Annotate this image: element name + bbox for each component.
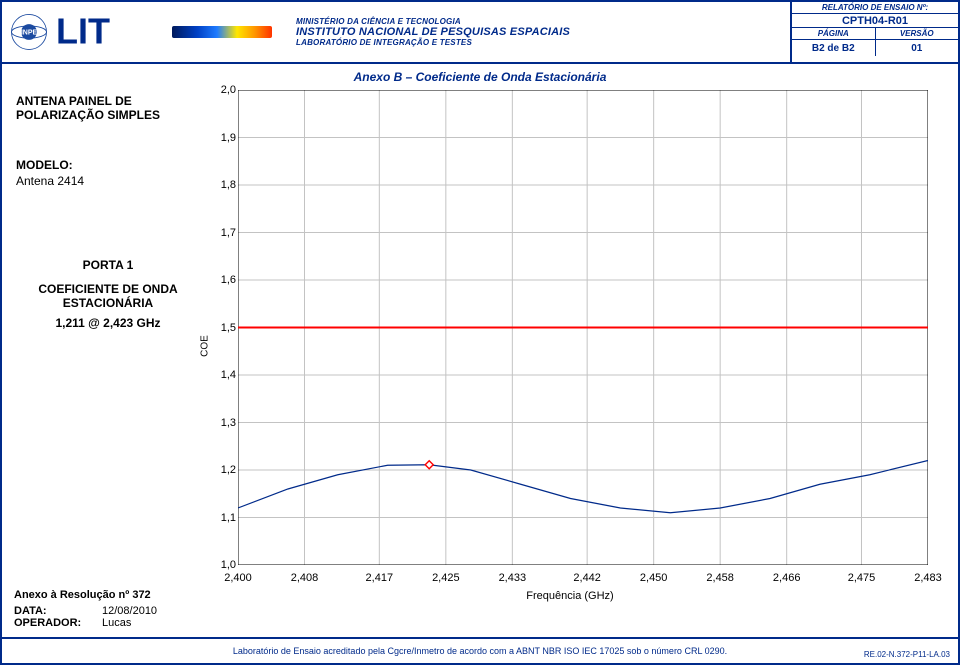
data-value: 12/08/2010 bbox=[102, 605, 157, 617]
xtick-label: 2,450 bbox=[640, 572, 668, 584]
coe-label2: ESTACIONÁRIA bbox=[16, 296, 200, 310]
lit-logo: LIT bbox=[56, 12, 164, 52]
report-number-label: RELATÓRIO DE ENSAIO Nº: bbox=[792, 2, 958, 14]
xtick-label: 2,442 bbox=[573, 572, 601, 584]
coe-value: 1,211 @ 2,423 GHz bbox=[16, 316, 200, 330]
header-left: INPE LIT MINISTÉRIO DA CIÊNCIA E TECNOLO… bbox=[2, 2, 790, 62]
lab-line: LABORATÓRIO DE INTEGRAÇÃO E TESTES bbox=[296, 38, 570, 47]
lit-text: LIT bbox=[56, 12, 110, 52]
xtick-label: 2,458 bbox=[706, 572, 734, 584]
left-info-column: ANTENA PAINEL DE POLARIZAÇÃO SIMPLES MOD… bbox=[10, 68, 200, 635]
antenna-line1: ANTENA PAINEL DE bbox=[16, 94, 200, 108]
ytick-label: 1,8 bbox=[208, 179, 236, 191]
ytick-label: 1,1 bbox=[208, 512, 236, 524]
ytick-label: 1,9 bbox=[208, 132, 236, 144]
header-report-box: RELATÓRIO DE ENSAIO Nº: CPTH04-R01 PÁGIN… bbox=[790, 2, 958, 62]
page-version-labels: PÁGINA VERSÃO bbox=[792, 28, 958, 40]
institute-line: INSTITUTO NACIONAL DE PESQUISAS ESPACIAI… bbox=[296, 26, 570, 38]
xtick-label: 2,400 bbox=[224, 572, 252, 584]
report-body: Anexo B – Coeficiente de Onda Estacionár… bbox=[2, 64, 958, 637]
page-label: PÁGINA bbox=[792, 28, 876, 39]
version-value: 01 bbox=[876, 40, 959, 56]
modelo-block: MODELO: Antena 2414 bbox=[16, 158, 200, 188]
data-label: DATA: bbox=[14, 605, 94, 617]
ytick-label: 1,5 bbox=[208, 322, 236, 334]
resolution-line: Anexo à Resolução nº 372 bbox=[14, 589, 157, 601]
ytick-label: 1,4 bbox=[208, 369, 236, 381]
x-axis-title: Frequência (GHz) bbox=[200, 590, 940, 602]
xtick-label: 2,417 bbox=[366, 572, 394, 584]
page-value: B2 de B2 bbox=[792, 40, 876, 56]
footer-credline: Laboratório de Ensaio acreditado pela Cg… bbox=[233, 646, 727, 656]
xtick-label: 2,483 bbox=[914, 572, 942, 584]
report-number-value: CPTH04-R01 bbox=[792, 14, 958, 28]
gradient-stripes-icon bbox=[172, 26, 272, 38]
data-row: DATA: 12/08/2010 bbox=[14, 605, 157, 617]
report-footer: Laboratório de Ensaio acreditado pela Cg… bbox=[2, 637, 958, 663]
page-version-values: B2 de B2 01 bbox=[792, 40, 958, 56]
report-header: INPE LIT MINISTÉRIO DA CIÊNCIA E TECNOLO… bbox=[2, 2, 958, 64]
chart-svg bbox=[238, 90, 928, 565]
ytick-label: 1,2 bbox=[208, 464, 236, 476]
inpe-logo: INPE bbox=[8, 11, 50, 53]
operator-row: OPERADOR: Lucas bbox=[14, 617, 157, 629]
page-root: INPE LIT MINISTÉRIO DA CIÊNCIA E TECNOLO… bbox=[0, 0, 960, 665]
xtick-label: 2,425 bbox=[432, 572, 460, 584]
ytick-label: 1,6 bbox=[208, 274, 236, 286]
coe-label1: COEFICIENTE DE ONDA bbox=[16, 282, 200, 296]
ytick-label: 1,3 bbox=[208, 417, 236, 429]
xtick-label: 2,475 bbox=[848, 572, 876, 584]
antenna-line2: POLARIZAÇÃO SIMPLES bbox=[16, 108, 200, 122]
porta-block: PORTA 1 COEFICIENTE DE ONDA ESTACIONÁRIA… bbox=[16, 258, 200, 330]
ytick-label: 2,0 bbox=[208, 84, 236, 96]
header-org-block: MINISTÉRIO DA CIÊNCIA E TECNOLOGIA INSTI… bbox=[286, 17, 570, 47]
inpe-text: INPE bbox=[21, 30, 38, 37]
xtick-label: 2,408 bbox=[291, 572, 319, 584]
xtick-label: 2,466 bbox=[773, 572, 801, 584]
chart-wrap: COE 1,0 1,1 1,2 1,3 1,4 1,5 1,6 1,7 1,8 1,9 2,0 2,… bbox=[200, 86, 940, 606]
xtick-label: 2,433 bbox=[499, 572, 527, 584]
operator-value: Lucas bbox=[102, 617, 131, 629]
chart-plot bbox=[238, 90, 928, 565]
chart-column: COE 1,0 1,1 1,2 1,3 1,4 1,5 1,6 1,7 1,8 1,9 2,0 2,… bbox=[200, 68, 950, 635]
ministry-line: MINISTÉRIO DA CIÊNCIA E TECNOLOGIA bbox=[296, 17, 570, 26]
porta-label: PORTA 1 bbox=[16, 258, 200, 272]
ytick-label: 1,0 bbox=[208, 559, 236, 571]
operator-label: OPERADOR: bbox=[14, 617, 94, 629]
modelo-value: Antena 2414 bbox=[16, 174, 200, 188]
footer-docid: RE.02-N.372-P11-LA.03 bbox=[864, 650, 950, 659]
antenna-block: ANTENA PAINEL DE POLARIZAÇÃO SIMPLES bbox=[16, 94, 200, 122]
version-label: VERSÃO bbox=[876, 28, 959, 39]
modelo-label: MODELO: bbox=[16, 158, 200, 172]
ytick-label: 1,7 bbox=[208, 227, 236, 239]
y-axis-rot-label: COE bbox=[199, 335, 210, 357]
left-bottom-block: Anexo à Resolução nº 372 DATA: 12/08/201… bbox=[14, 589, 157, 629]
